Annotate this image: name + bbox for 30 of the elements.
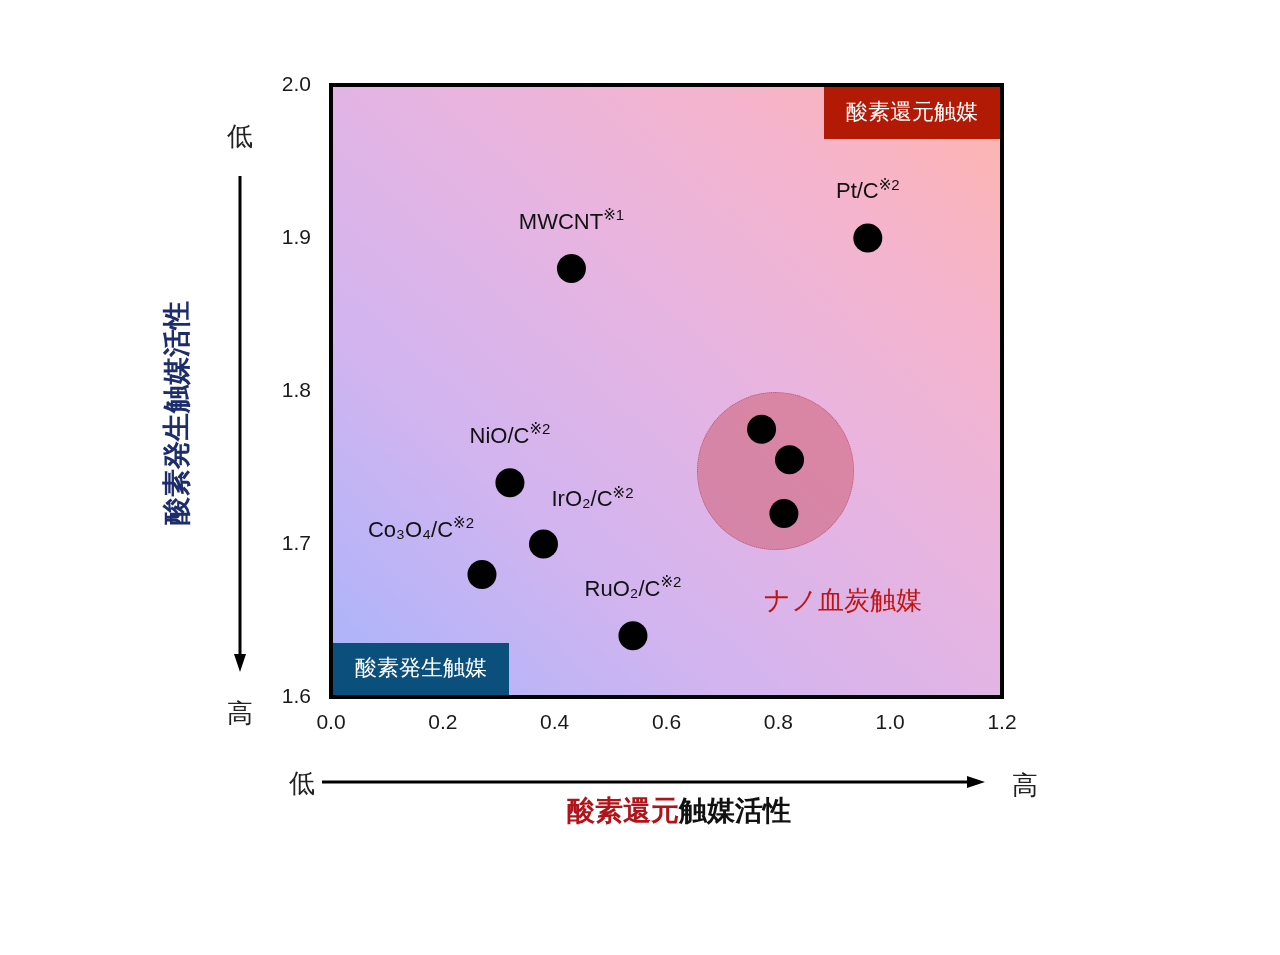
text: 低 [289,768,315,799]
y-tick-label: 1.7 [281,530,311,554]
x-tick-label: 0.6 [651,710,682,734]
x-tick-label: 0.8 [763,710,793,734]
point [495,468,525,498]
y-tick-label: 1.9 [281,224,311,248]
point [747,414,777,444]
x-tick-label: 1.0 [875,710,905,734]
x-tick-label: 0.2 [428,710,458,734]
x-tick-label: 0.4 [540,710,570,734]
y-tick-label: 2.0 [281,71,311,95]
point [467,560,497,590]
y-tick-label: 1.8 [281,377,311,401]
y-tick-label: 1.6 [281,683,311,707]
x-axis-title: 酸素還元触媒活性 [566,794,791,826]
point [769,498,799,528]
annotation: 酸素還元触媒 [846,99,978,125]
text: 高 [227,698,253,729]
text: ナノ血炭触媒 [763,585,922,616]
x-tick-label: 1.2 [987,710,1017,734]
x-tick-label: 0.0 [316,710,346,734]
point [775,445,805,475]
text: 高 [1012,770,1038,801]
point [853,223,883,253]
point [528,529,558,559]
y-axis-title: 酸素発生触媒活性 [160,301,192,525]
text: 低 [227,121,253,152]
point [618,621,648,651]
annotation: 酸素発生触媒 [355,655,487,681]
point [556,254,586,284]
